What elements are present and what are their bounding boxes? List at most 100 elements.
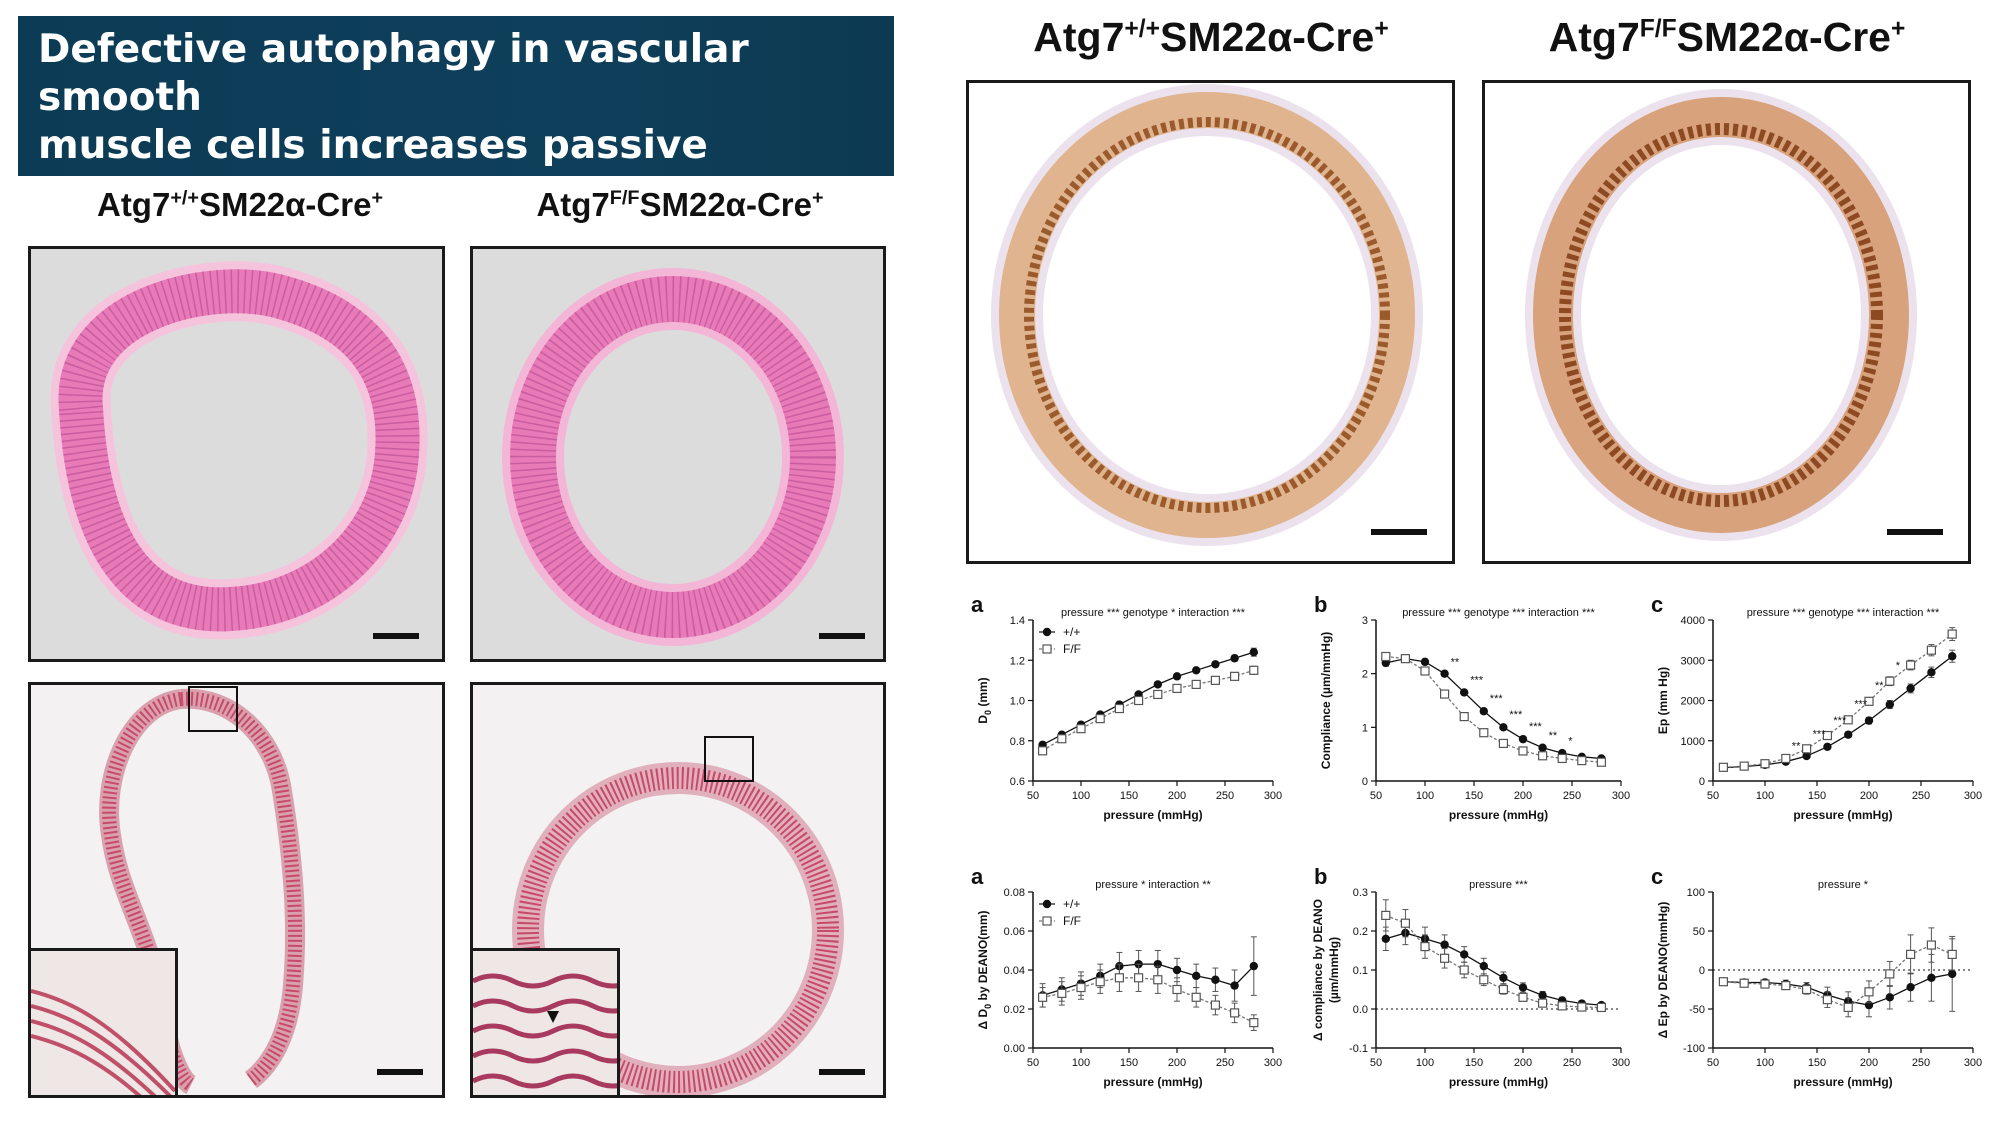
he-stain-image-ko	[502, 268, 844, 646]
x-axis-label: pressure (mmHg)	[1103, 1075, 1202, 1089]
data-point	[1192, 666, 1201, 675]
data-point	[1459, 965, 1469, 975]
stats-annotation: pressure *	[1818, 879, 1869, 891]
data-point	[1927, 668, 1936, 677]
data-point	[1864, 696, 1874, 706]
data-point	[1153, 689, 1163, 700]
significance-mark: **	[1451, 657, 1460, 669]
data-point	[1802, 744, 1812, 754]
data-point	[1781, 753, 1791, 764]
x-tick-label: 150	[1808, 790, 1826, 802]
x-tick-label: 50	[1707, 1057, 1719, 1069]
elastin-panel-wt	[28, 682, 445, 1098]
y-tick-label: 0.02	[1004, 1004, 1025, 1016]
data-point	[1440, 669, 1449, 678]
data-point	[1596, 1002, 1606, 1013]
x-tick-label: 150	[1120, 790, 1138, 802]
y-tick-label: -50	[1689, 1004, 1705, 1016]
y-tick-label: 0	[1699, 965, 1705, 977]
data-point	[1760, 979, 1770, 989]
y-tick-label: 2	[1362, 669, 1368, 681]
series-line	[1723, 944, 1953, 1009]
title-gene: Atg7	[96, 186, 171, 223]
title-cre-sup: +	[1890, 15, 1906, 43]
data-point	[1420, 941, 1430, 952]
x-tick-label: 200	[1860, 1057, 1878, 1069]
data-point	[1948, 652, 1957, 661]
x-tick-label: 300	[1612, 790, 1630, 802]
x-tick-label: 300	[1612, 1057, 1630, 1069]
data-point	[1076, 982, 1086, 993]
title-banner: Defective autophagy in vascular smooth m…	[18, 16, 894, 264]
stats-annotation: pressure *** genotype *** interaction **…	[1402, 607, 1595, 619]
data-point	[1518, 992, 1528, 1002]
data-point	[1781, 980, 1791, 991]
data-point	[1420, 657, 1430, 667]
data-point	[1498, 984, 1508, 995]
data-point	[1076, 724, 1086, 734]
data-point	[1518, 734, 1528, 744]
legend-marker	[1042, 627, 1052, 637]
y-tick-label: 2000	[1681, 696, 1705, 708]
dab-stain-image-wt	[991, 84, 1423, 546]
series-line	[1042, 963, 1255, 996]
panel-letter: a	[971, 592, 984, 617]
title-gene: Atg7	[536, 186, 610, 223]
data-point	[1230, 671, 1240, 681]
data-point	[1760, 759, 1770, 769]
data-point	[1885, 969, 1895, 979]
significance-mark: *	[1568, 736, 1573, 748]
data-point	[1420, 666, 1430, 676]
data-point	[1802, 751, 1811, 761]
significance-mark: **	[1875, 680, 1884, 692]
y-tick-label: 0.06	[1004, 926, 1025, 938]
y-tick-label: 0.3	[1353, 887, 1368, 899]
significance-mark: ***	[1813, 729, 1827, 741]
data-point	[1114, 703, 1124, 714]
x-tick-label: 200	[1514, 790, 1532, 802]
scale-bar	[1887, 529, 1943, 535]
data-point	[1400, 918, 1411, 928]
y-axis-label-unit: (µm/mmHg)	[1327, 937, 1341, 1003]
data-point	[1230, 1008, 1240, 1018]
data-point	[1906, 684, 1915, 693]
data-point	[1518, 746, 1528, 756]
data-point	[1211, 975, 1220, 984]
data-point	[1172, 965, 1182, 975]
x-tick-label: 50	[1027, 1057, 1039, 1069]
data-point	[1822, 730, 1832, 741]
x-tick-label: 150	[1465, 790, 1483, 802]
data-point	[1192, 971, 1201, 981]
y-tick-label: 3	[1362, 615, 1368, 627]
data-point	[1739, 978, 1749, 988]
data-point	[1057, 988, 1067, 999]
data-point	[1210, 1000, 1220, 1010]
data-point	[1906, 982, 1915, 992]
x-tick-label: 250	[1912, 1057, 1930, 1069]
x-axis-label: pressure (mmHg)	[1793, 1075, 1892, 1089]
data-point	[1249, 648, 1258, 657]
chart-b-bottom: b pressure *** 50 100 150 200 250 300 -0.1 0.0 0.1…	[1308, 862, 1633, 1112]
data-point	[1460, 950, 1469, 959]
x-axis-label: pressure (mmHg)	[1449, 808, 1548, 822]
data-point	[1057, 734, 1067, 744]
title-cre-sup: +	[811, 187, 824, 209]
right-ko-title: Atg7F/FSM22α-Cre+	[1482, 14, 1972, 61]
data-point	[1885, 993, 1894, 1002]
data-point	[1499, 973, 1508, 982]
scale-bar	[1371, 529, 1427, 535]
data-point	[1596, 757, 1606, 767]
significance-mark: ***	[1529, 721, 1543, 733]
x-tick-label: 250	[1912, 790, 1930, 802]
data-point	[1230, 654, 1239, 663]
x-tick-label: 100	[1416, 1057, 1434, 1069]
series-line	[1042, 651, 1254, 746]
y-tick-label: 100	[1687, 887, 1705, 899]
chart-b-top: b pressure *** genotype *** interaction *…	[1308, 590, 1633, 845]
title-cre: SM22α-Cre	[1159, 14, 1375, 60]
y-axis-label: D0 (mm)	[976, 677, 993, 723]
significance-mark: ***	[1490, 693, 1504, 705]
series-line	[1042, 977, 1255, 1024]
y-tick-label: -100	[1683, 1043, 1705, 1055]
data-point	[1864, 716, 1874, 725]
